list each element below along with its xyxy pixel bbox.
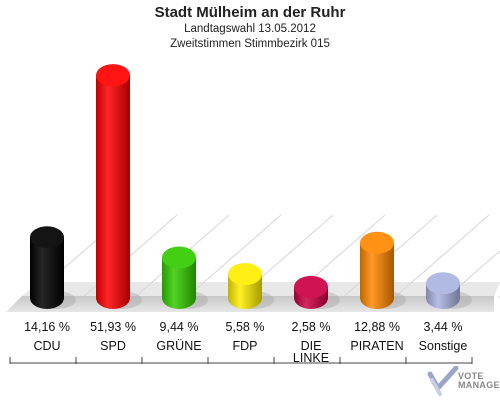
chart-header: Stadt Mülheim an der Ruhr Landtagswahl 1… (0, 4, 500, 52)
category-label: CDU (33, 339, 60, 353)
vote-manager-wordmark: VOTE MANAGER (458, 372, 500, 390)
chart-subtitle-election: Landtagswahl 13.05.2012 (184, 23, 316, 35)
value-label: 9,44 % (160, 320, 199, 334)
bar-cdu (30, 226, 76, 309)
value-label: 5,58 % (226, 320, 265, 334)
category-label: GRÜNE (156, 339, 201, 353)
chart-bars (30, 64, 472, 309)
vote-manager-logo (426, 366, 498, 396)
value-labels: 14,16 % 51,93 % 9,44 % 5,58 % 2,58 % 12,88 % 3… (24, 320, 462, 334)
category-label: DIE (301, 339, 322, 353)
chart-title: Stadt Mülheim an der Ruhr (154, 4, 346, 21)
value-label: 12,88 % (354, 320, 400, 334)
value-label: 14,16 % (24, 320, 70, 334)
category-label: FDP (233, 339, 258, 353)
category-label: PIRATEN (350, 339, 403, 353)
chart-subtitle-district: Zweitstimmen Stimmbezirk 015 (170, 38, 330, 50)
logo-line-manager: MANAGER (458, 380, 500, 390)
logo-line-vote: VOTE (458, 371, 484, 381)
value-label: 2,58 % (292, 320, 331, 334)
vote-checkmark-icon (427, 366, 459, 396)
bar-spd (96, 64, 142, 309)
value-label: 51,93 % (90, 320, 136, 334)
bar-sonstige (426, 272, 472, 309)
bar-grüne (162, 246, 208, 309)
value-label: 3,44 % (424, 320, 463, 334)
category-label: LINKE (293, 351, 329, 365)
bar-die-linke (294, 275, 340, 309)
category-label: Sonstige (419, 339, 468, 353)
bar-piraten (360, 231, 406, 309)
category-label: SPD (100, 339, 126, 353)
bar-fdp (228, 263, 274, 309)
